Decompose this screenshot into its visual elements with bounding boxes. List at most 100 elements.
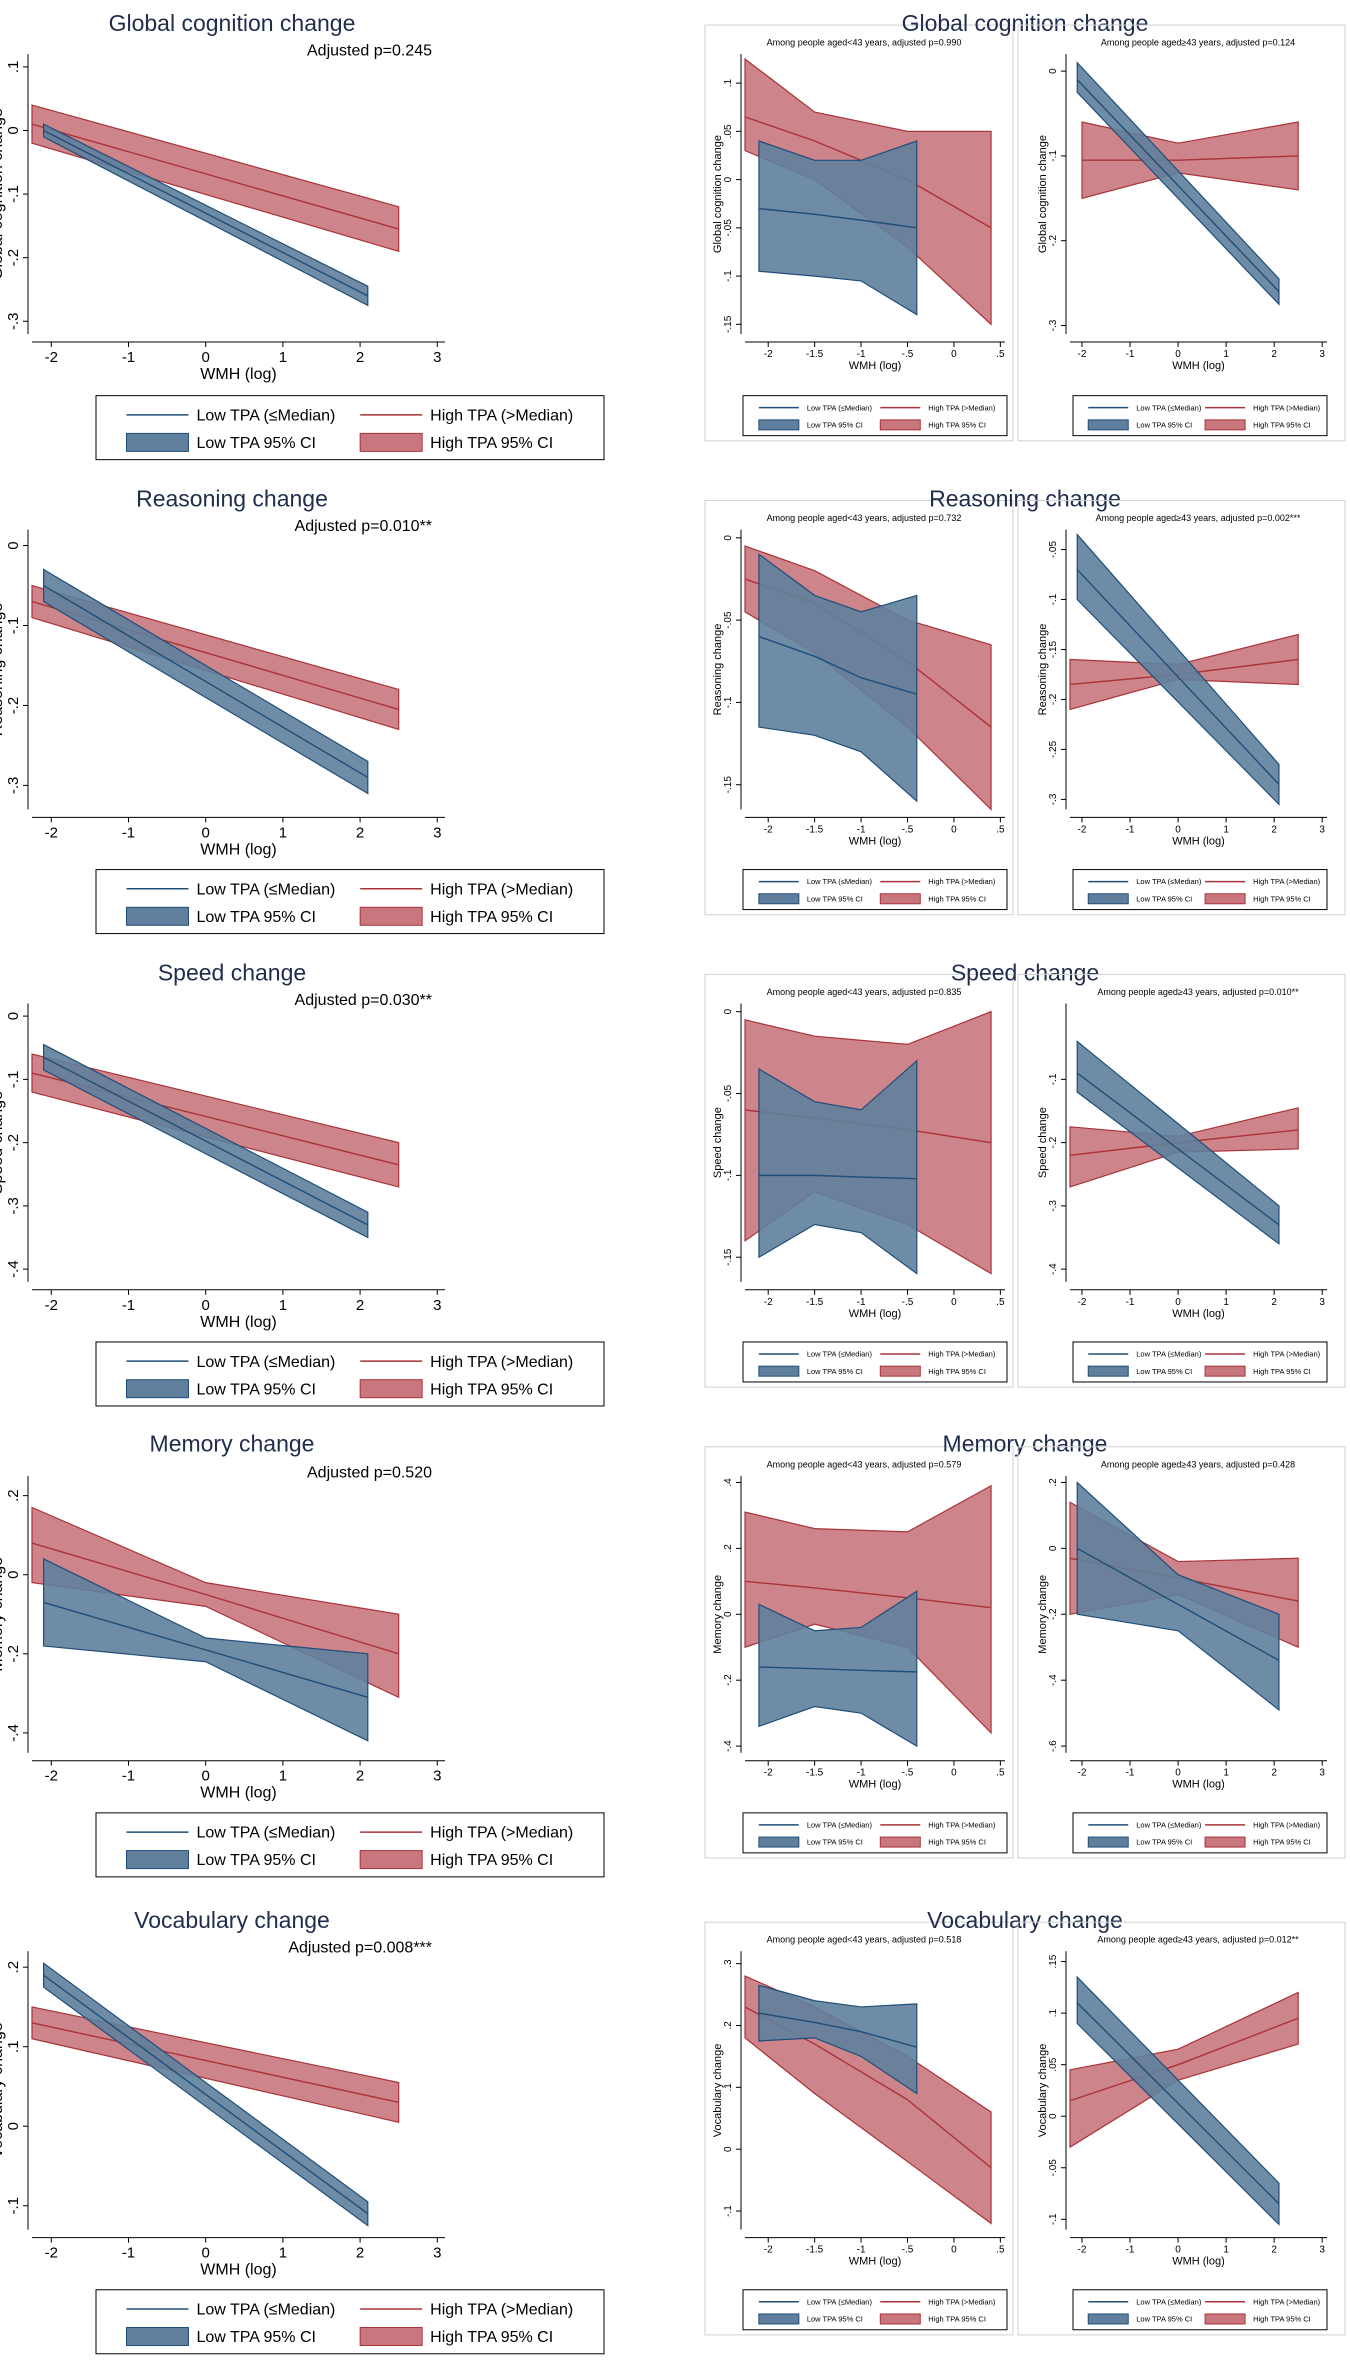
y-tick-label: -.2: [5, 249, 22, 267]
low-tpa-line: [43, 584, 369, 779]
legend-low-line-label: Low TPA (≤Median): [196, 1354, 335, 1371]
low-tpa-line: [758, 2012, 917, 2048]
legend-low-line-label: Low TPA (≤Median): [1136, 403, 1202, 412]
legend-low-line-label: Low TPA (≤Median): [807, 403, 873, 412]
legend-high-ci-label: High TPA 95% CI: [928, 894, 986, 903]
p-value-annotation: Among people aged<43 years, adjusted p=0…: [767, 513, 962, 523]
legend-low-ci-label: Low TPA 95% CI: [1136, 894, 1192, 903]
x-tick-label: -1: [857, 824, 866, 835]
x-tick-label: 1: [1223, 824, 1229, 835]
x-tick-label: 2: [356, 1768, 364, 1785]
y-tick-label: -.15: [723, 315, 734, 333]
y-axis-label: Reasoning change: [0, 603, 6, 737]
y-tick-label: 0: [5, 1571, 22, 1579]
panel-frame: [1017, 973, 1346, 1388]
x-tick-label: -2: [764, 349, 773, 360]
y-tick-label: -.2: [1048, 1608, 1059, 1620]
low-tpa-line: [43, 1974, 369, 2215]
x-tick-label: 1: [279, 349, 287, 366]
x-tick-label: 2: [1271, 349, 1277, 360]
y-tick-label: 0: [5, 2122, 22, 2130]
y-tick-label: .2: [1048, 1478, 1059, 1487]
p-value-annotation: Among people aged<43 years, adjusted p=0…: [767, 987, 962, 997]
low-tpa-line: [1076, 2002, 1280, 2205]
chart-panel-0-0: Global cognition change Adjusted p=0.245.…: [0, 10, 605, 461]
y-axis-label: Speed change: [712, 1107, 724, 1178]
x-tick-label: 2: [1271, 824, 1277, 835]
legend-low-ci-swatch: [758, 1365, 800, 1377]
x-tick-label: -2: [45, 349, 58, 366]
low-tpa-line: [1076, 569, 1280, 785]
legend-high-line-label: High TPA (>Median): [1253, 403, 1321, 412]
chart-title: Vocabulary change: [134, 1907, 330, 1933]
legend-high-ci-swatch: [359, 1379, 423, 1399]
y-tick-label: -.05: [723, 611, 734, 629]
chart-title: Global cognition change: [902, 10, 1149, 36]
legend-low-ci-label: Low TPA 95% CI: [196, 435, 315, 452]
legend-high-line-label: High TPA (>Median): [928, 877, 996, 886]
y-axis-label: Speed change: [0, 1091, 6, 1194]
y-axis-label: Speed change: [1037, 1107, 1049, 1178]
legend-high-ci-swatch: [1204, 893, 1246, 905]
y-tick-label: -.2: [5, 697, 22, 715]
high-tpa-line: [1069, 2017, 1299, 2102]
x-tick-label: -1: [857, 1768, 866, 1779]
y-tick-label: 0: [5, 1012, 22, 1020]
legend-low-ci-swatch: [125, 2326, 189, 2346]
x-tick-label: -.5: [902, 1768, 914, 1779]
x-tick-label: 0: [951, 1297, 957, 1308]
y-tick-label: .1: [723, 79, 734, 88]
y-tick-label: 0: [723, 2146, 734, 2152]
x-tick-label: 3: [433, 2245, 441, 2262]
low-tpa-ci-band: [758, 1590, 918, 1748]
legend-low-ci-swatch: [125, 1379, 189, 1399]
x-tick-label: 0: [202, 824, 210, 841]
x-tick-label: -1: [857, 1297, 866, 1308]
low-tpa-ci-band: [1076, 532, 1280, 806]
chart-title: Global cognition change: [109, 10, 356, 36]
legend-high-ci-swatch: [879, 419, 921, 431]
x-tick-label: 3: [433, 1768, 441, 1785]
legend-high-line-label: High TPA (>Median): [1253, 877, 1321, 886]
y-axis-label: Reasoning change: [1037, 624, 1049, 716]
x-tick-label: -1: [1126, 824, 1135, 835]
x-tick-label: -1: [857, 349, 866, 360]
x-tick-label: 2: [356, 2245, 364, 2262]
y-tick-label: -.1: [723, 1169, 734, 1181]
low-tpa-line: [43, 1056, 369, 1226]
chart-panel-4-2: Among people aged≥43 years, adjusted p=0…: [1017, 1921, 1346, 2336]
legend-high-ci-swatch: [879, 893, 921, 905]
legend-low-line-label: Low TPA (≤Median): [196, 881, 335, 898]
legend-low-ci-swatch: [1087, 1836, 1129, 1848]
y-tick-label: .3: [723, 1959, 734, 1968]
low-tpa-line: [1076, 1072, 1280, 1226]
y-tick-label: .1: [1048, 2009, 1059, 2018]
x-axis-label: WMH (log): [200, 366, 276, 383]
low-tpa-line: [758, 207, 917, 229]
x-tick-label: .5: [996, 2245, 1005, 2256]
legend-high-ci-label: High TPA 95% CI: [430, 435, 553, 452]
y-tick-label: 0: [5, 126, 22, 134]
y-tick-label: -.1: [5, 185, 22, 203]
legend-high-line-label: High TPA (>Median): [928, 1820, 996, 1829]
y-tick-label: -.15: [723, 1248, 734, 1266]
legend-high-ci-label: High TPA 95% CI: [1253, 420, 1311, 429]
y-tick-label: -.4: [5, 1260, 22, 1278]
legend-high-ci-label: High TPA 95% CI: [430, 909, 553, 926]
x-tick-label: -1.5: [806, 1297, 824, 1308]
legend-high-line-label: High TPA (>Median): [1253, 1350, 1321, 1359]
chart-panel-2-2: Among people aged≥43 years, adjusted p=0…: [1017, 973, 1346, 1388]
x-tick-label: -2: [45, 824, 58, 841]
chart-title: Reasoning change: [929, 485, 1121, 511]
y-tick-label: .2: [5, 1489, 22, 1502]
low-tpa-ci-band: [758, 553, 918, 803]
x-tick-label: 2: [356, 349, 364, 366]
x-tick-label: .5: [996, 349, 1005, 360]
x-tick-label: 0: [1175, 1297, 1181, 1308]
x-tick-label: .5: [996, 1768, 1005, 1779]
x-tick-label: 1: [279, 1297, 287, 1314]
y-tick-label: 0: [723, 1008, 734, 1014]
y-tick-label: -.1: [1048, 593, 1059, 605]
legend-low-ci-swatch: [758, 893, 800, 905]
legend-high-ci-swatch: [879, 1836, 921, 1848]
